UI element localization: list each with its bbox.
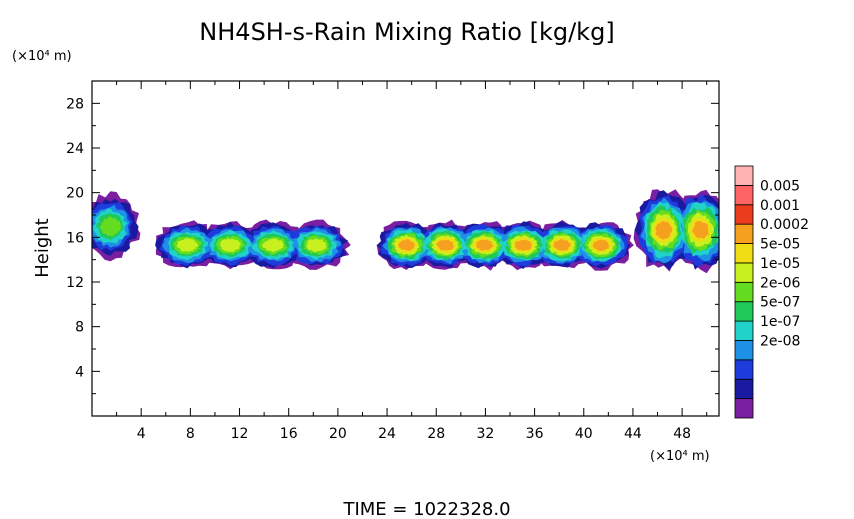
y-tick-label: 12 — [66, 275, 84, 291]
y-tick-label: 4 — [75, 364, 84, 380]
y-tick-label: 16 — [66, 230, 84, 246]
contour-band — [592, 239, 610, 251]
colorbar-swatch — [734, 184, 754, 206]
x-tick-label: 28 — [427, 426, 445, 442]
y-axis-label: Height — [32, 218, 53, 278]
cloud-region-mid-left-band — [155, 219, 351, 270]
y-tick-label: 24 — [66, 141, 84, 157]
colorbar-swatch — [734, 301, 754, 322]
colorbar-swatch — [734, 204, 754, 225]
colorbar-label: 0.005 — [760, 178, 800, 194]
plot-frame — [91, 80, 720, 417]
mixing-ratio-field — [92, 189, 719, 274]
x-tick-label: 36 — [526, 426, 544, 442]
colorbar-swatch — [734, 281, 754, 303]
x-tick-label: 40 — [575, 426, 593, 442]
y-tick-label: 28 — [66, 96, 84, 112]
x-tick-label: 24 — [378, 426, 396, 442]
x-tick-label: 16 — [280, 426, 298, 442]
contour-band — [99, 216, 121, 237]
colorbar: 0.005 0.001 0.0002 5e-05 1e-05 2e-06 5e-07 1e-0… — [734, 165, 809, 419]
colorbar-swatch — [734, 223, 754, 244]
contour-band — [262, 238, 284, 253]
x-tick-label: 8 — [186, 426, 195, 442]
contour-band — [176, 238, 199, 252]
colorbar-label: 1e-05 — [760, 256, 800, 272]
y-tick-label: 20 — [66, 186, 84, 202]
colorbar-swatch — [734, 320, 754, 341]
colorbar-label: 5e-07 — [760, 295, 800, 311]
x-unit-label: (×10⁴ m) — [650, 449, 710, 464]
x-tick-label: 20 — [329, 426, 347, 442]
colorbar-label: 0.001 — [760, 198, 800, 214]
colorbar-label: 1e-07 — [760, 314, 800, 330]
colorbar-label: 0.0002 — [760, 217, 809, 233]
cloud-region-left-edge-cloud — [92, 191, 141, 262]
colorbar-swatch — [734, 398, 754, 419]
colorbar-swatch — [734, 243, 754, 264]
x-tick-label: 48 — [673, 426, 691, 442]
contour-band — [219, 238, 241, 253]
x-tick-label: 44 — [624, 426, 642, 442]
x-tick-label: 32 — [476, 426, 494, 442]
colorbar-label: 5e-05 — [760, 237, 800, 253]
colorbar-swatch — [734, 359, 754, 380]
colorbar-label: 2e-06 — [760, 275, 800, 291]
contour-band — [553, 239, 571, 251]
cloud-region-mid-right-band — [376, 219, 634, 271]
contour-band — [655, 221, 673, 240]
colorbar-swatch — [734, 378, 754, 400]
time-footer: TIME = 1022328.0 — [342, 499, 510, 519]
colorbar-label: 2e-08 — [760, 333, 800, 349]
contour-band — [398, 239, 415, 251]
contour-band — [476, 239, 494, 251]
contour-band — [514, 239, 532, 251]
contour-band — [691, 220, 709, 239]
x-tick-label: 12 — [231, 426, 249, 442]
contour-band — [436, 240, 455, 251]
contour-band — [305, 238, 327, 253]
x-tick-label: 4 — [137, 426, 146, 442]
colorbar-swatch — [734, 262, 754, 283]
y-tick-label: 8 — [75, 320, 84, 336]
y-unit-label: (×10⁴ m) — [12, 49, 72, 64]
colorbar-swatch — [734, 165, 754, 186]
chart-title: NH4SH-s-Rain Mixing Ratio [kg/kg] — [199, 18, 614, 46]
colorbar-swatch — [734, 340, 754, 361]
cloud-region-right-edge-cloud — [633, 189, 719, 274]
